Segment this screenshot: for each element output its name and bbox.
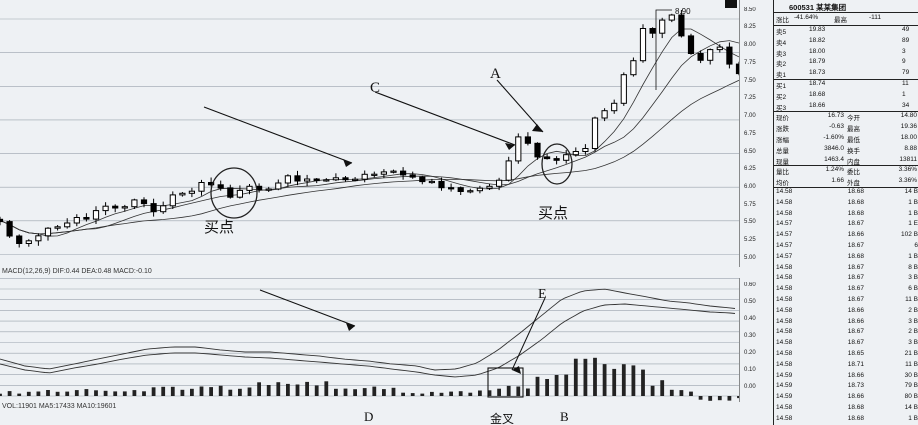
svg-text:8.90: 8.90 bbox=[675, 7, 691, 16]
svg-text:D: D bbox=[364, 409, 373, 424]
svg-text:A: A bbox=[490, 66, 501, 82]
svg-text:金叉: 金叉 bbox=[490, 411, 514, 425]
svg-text:B: B bbox=[560, 409, 569, 424]
svg-text:C: C bbox=[370, 80, 380, 96]
svg-text:E: E bbox=[538, 287, 547, 302]
svg-text:买点: 买点 bbox=[538, 205, 568, 222]
svg-text:买点: 买点 bbox=[204, 219, 234, 236]
